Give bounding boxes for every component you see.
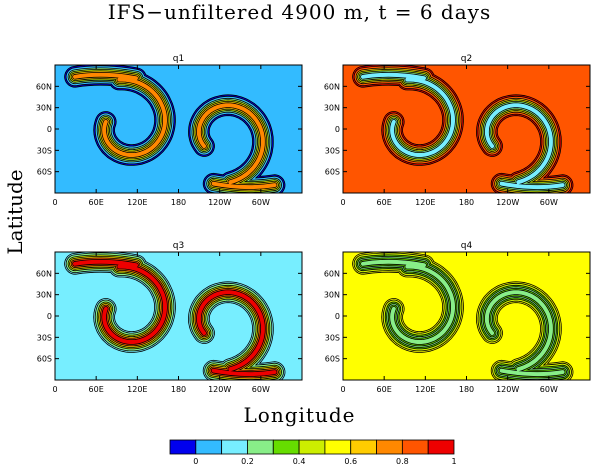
colorbar-swatch [169,439,197,455]
x-tick-label: 60W [540,385,558,394]
colorbar-swatch [272,439,300,455]
colorbar-tick-label: 1 [451,457,456,466]
x-tick-label: 120W [208,385,231,394]
colorbar-swatch [247,439,274,455]
y-tick-label: 30S [37,333,52,342]
x-tick-label: 120W [496,198,519,207]
y-tick-label: 0 [47,312,52,321]
panel-q3: q3 0 60E 120E 180 120W 60W 60N 30N 0 30S 60S [36,241,303,394]
x-tick-label: 0 [340,385,345,394]
panel-title-q2: q2 [461,54,472,64]
y-tick-label: 60N [36,269,52,278]
colorbar-swatch [195,439,223,455]
panel-title-q3: q3 [173,241,184,251]
y-tick-label: 60S [37,168,52,177]
x-tick-label: 120W [208,198,231,207]
colorbar-swatch [401,439,429,455]
panel-q2: q2 0 60E 120E 180 120W 60W 60N 30N 0 30S 60S [324,54,591,207]
colorbar-swatch [350,439,377,455]
y-tick-label: 60N [36,82,52,91]
y-tick-label: 0 [47,125,52,134]
colorbar: 0 0.2 0.4 0.6 0.8 1 [169,439,457,466]
colorbar-tick-label: 0.6 [344,457,357,466]
panel-q4: q4 0 60E 120E 180 120W 60W 60N 30N 0 30S 60S [324,241,591,394]
x-tick-label: 120W [496,385,519,394]
x-tick-label: 180 [459,198,474,207]
contour-band [196,103,277,190]
colorbar-swatch [221,439,248,455]
spiral-field-q2 [352,65,574,193]
contour-band [484,103,565,190]
x-tick-label: 180 [171,385,186,394]
y-tick-label: 60S [37,355,52,364]
x-tick-label: 180 [459,385,474,394]
y-tick-label: 30N [324,104,340,113]
y-tick-label: 30S [325,333,340,342]
contour-band [484,290,565,377]
contour-band [361,72,455,157]
x-tick-label: 60W [540,198,558,207]
contour-band [73,259,167,344]
colorbar-swatch [376,439,403,455]
y-tick-label: 30N [36,291,52,300]
x-tick-label: 180 [171,198,186,207]
y-tick-label: 60N [324,269,340,278]
spiral-field-q3 [64,252,286,380]
spiral-field-q4 [352,252,574,380]
colorbar-tick-label: 0.4 [293,457,306,466]
colorbar-tick-label: 0.2 [241,457,254,466]
x-tick-label: 60E [377,385,392,394]
y-tick-label: 0 [335,312,340,321]
x-tick-label: 0 [52,385,57,394]
x-tick-label: 0 [340,198,345,207]
figure-title: IFS−unfiltered 4900 m, t = 6 days [107,0,492,24]
colorbar-swatch [427,439,455,455]
y-tick-label: 60N [324,82,340,91]
colorbar-tick-label: 0.8 [396,457,409,466]
y-tick-label: 0 [335,125,340,134]
x-tick-label: 120E [415,385,435,394]
y-tick-label: 30N [36,104,52,113]
y-tick-label: 60S [325,168,340,177]
y-tick-label: 30S [37,146,52,155]
x-tick-label: 60E [377,198,392,207]
spiral-field-q1 [64,65,286,193]
x-tick-label: 120E [127,385,147,394]
panel-q1: q1 0 60E 120E 180 120W 60W 60N 30N 0 30S 60S [36,54,303,207]
x-tick-label: 60W [252,385,270,394]
y-tick-label: 30S [325,146,340,155]
contour-band [73,72,167,157]
panel-title-q4: q4 [461,241,473,251]
contour-band [361,259,455,344]
colorbar-tick-label: 0 [193,457,198,466]
contour-band [196,290,277,377]
x-tick-label: 60W [252,198,270,207]
x-tick-label: 0 [52,198,57,207]
y-tick-label: 60S [325,355,340,364]
colorbar-swatch [324,439,352,455]
x-tick-label: 120E [127,198,147,207]
x-tick-label: 60E [89,385,104,394]
x-axis-label: Longitude [243,403,356,427]
x-tick-label: 120E [415,198,435,207]
y-tick-label: 30N [324,291,340,300]
panel-title-q1: q1 [173,54,184,64]
colorbar-swatch [298,439,326,455]
x-tick-label: 60E [89,198,104,207]
